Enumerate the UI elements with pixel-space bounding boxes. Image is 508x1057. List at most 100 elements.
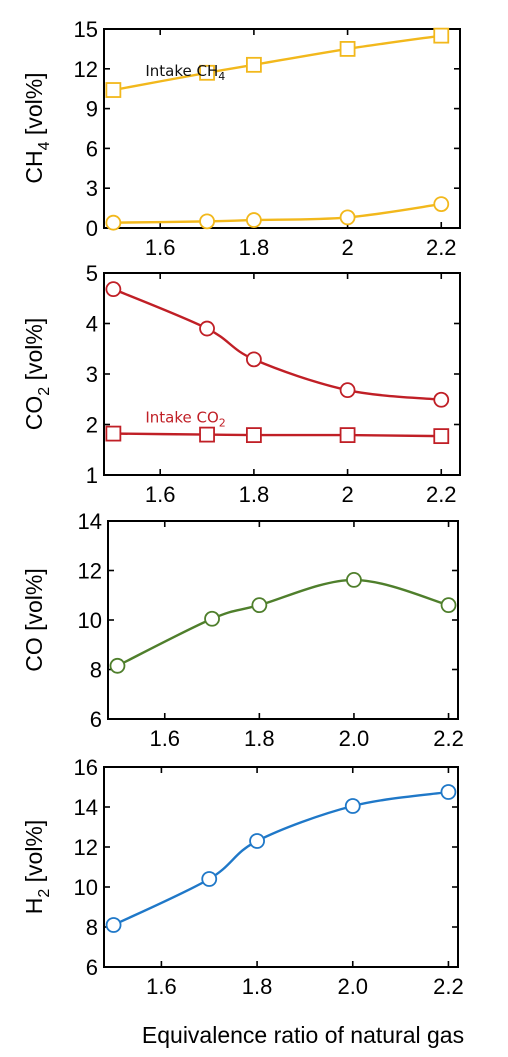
h2-y-axis-label-main: H — [21, 898, 47, 915]
co-y-tick-label: 10 — [78, 608, 102, 633]
co-series-1-point — [109, 657, 126, 674]
ch4-series-2-point — [105, 214, 122, 231]
ch4-series-1-point — [339, 41, 356, 57]
co-series-1-point — [204, 610, 220, 627]
ch4-series-2-point — [339, 209, 356, 226]
co-series-1-point — [251, 597, 268, 614]
h2-x-tick-label: 1.6 — [146, 974, 177, 999]
ch4-y-tick-label: 15 — [74, 17, 98, 42]
h2-y-tick-label: 16 — [74, 755, 98, 780]
h2-y-tick-label: 10 — [74, 875, 98, 900]
h2-series-1-point — [201, 871, 218, 887]
h2-series-1-line — [113, 790, 449, 927]
co2-y-tick-label: 3 — [86, 362, 98, 387]
co-y-tick-label: 6 — [90, 707, 102, 732]
h2-series-1-point — [344, 798, 361, 814]
co2-series-2-point — [339, 427, 356, 444]
co2-series-1-point — [199, 320, 215, 337]
co2-series-1-point — [433, 391, 450, 408]
co2-y-tick-label: 1 — [86, 463, 98, 488]
co2-plot-frame — [103, 272, 461, 476]
co2-y-axis-label: CO2 [vol%] — [21, 318, 53, 430]
co2-x-tick-label: 1.6 — [145, 482, 176, 507]
co2-annotation-main: Intake CO — [145, 409, 218, 427]
co2-series-1-point — [245, 351, 262, 368]
ch4-annotation-sub: 4 — [218, 70, 225, 83]
co2-x-tick-label: 1.8 — [239, 482, 270, 507]
co2-y-axis-label-main: CO — [21, 396, 47, 431]
co-y-axis-label-main: CO — [21, 637, 47, 672]
co2-x-tick-label: 2 — [341, 482, 353, 507]
h2-x-tick-label: 1.8 — [242, 974, 273, 999]
panel-co: 6 8 10 12 14 1.6 1.8 2.0 2.2 CO [vol%] — [21, 509, 464, 751]
h2-y-tick-label: 6 — [86, 955, 98, 980]
co-series-1-point — [346, 572, 362, 588]
h2-y-axis-label-unit: [vol%] — [21, 820, 47, 889]
ch4-series-1-point — [433, 27, 450, 44]
co2-annotation: Intake CO2 — [145, 409, 225, 430]
co-series-1-line — [116, 578, 449, 667]
co2-y-tick-label: 4 — [86, 312, 98, 337]
co2-y-tick-label: 5 — [86, 261, 98, 286]
ch4-x-tick-label: 1.6 — [145, 235, 176, 260]
ch4-y-tick-label: 0 — [86, 216, 98, 241]
co2-series-1-point — [105, 281, 122, 298]
ch4-series-2-point — [245, 212, 262, 228]
co-y-axis-label-unit: [vol%] — [21, 568, 47, 637]
co2-series-1-line — [112, 288, 442, 401]
co-y-tick-label: 12 — [78, 559, 102, 584]
h2-y-tick-label: 12 — [74, 835, 98, 860]
h2-y-axis-label: H2 [vol%] — [21, 820, 53, 915]
co2-x-tick-label: 2.2 — [426, 482, 457, 507]
h2-x-tick-label: 2.2 — [433, 974, 464, 999]
co2-series-2-point — [199, 426, 215, 443]
co2-series-2-point — [105, 425, 122, 442]
co2-annotation-sub: 2 — [219, 417, 226, 430]
co-y-axis-label: CO [vol%] — [21, 568, 47, 672]
co2-series-2-point — [433, 428, 450, 445]
co-x-tick-label: 2.2 — [433, 726, 464, 751]
panel-h2: 6 8 10 12 14 16 1.6 1.8 2.0 2.2 H2 [vol%] — [21, 755, 464, 999]
co-x-tick-label: 1.6 — [149, 726, 180, 751]
co-plot-frame — [107, 520, 459, 720]
co-x-tick-label: 2.0 — [339, 726, 370, 751]
ch4-y-axis-label-unit: [vol%] — [21, 72, 47, 141]
ch4-series-2-point — [199, 213, 215, 230]
ch4-y-tick-label: 9 — [86, 97, 98, 122]
co2-y-axis-label-sub: 2 — [36, 387, 53, 396]
x-axis-label: Equivalence ratio of natural gas — [142, 1022, 464, 1048]
h2-series-1-point — [249, 833, 265, 849]
h2-y-tick-label: 14 — [74, 795, 98, 820]
h2-series-1-point — [440, 784, 457, 800]
co-series-1-point — [440, 597, 457, 614]
h2-y-tick-label: 8 — [86, 915, 98, 940]
co-x-tick-label: 1.8 — [244, 726, 275, 751]
h2-plot-frame — [103, 766, 459, 968]
ch4-x-tick-label: 2 — [341, 235, 353, 260]
h2-x-tick-label: 2.0 — [337, 974, 368, 999]
ch4-y-tick-label: 6 — [86, 136, 98, 161]
co2-series-2-line — [113, 432, 442, 438]
ch4-y-axis-label-sub: 4 — [36, 141, 53, 150]
co-y-tick-label: 8 — [90, 658, 102, 683]
h2-y-axis-label-sub: 2 — [36, 889, 53, 898]
co-y-tick-label: 14 — [78, 509, 102, 534]
h2-series-1-point — [105, 917, 122, 933]
ch4-y-tick-label: 12 — [74, 57, 98, 82]
ch4-series-2-point — [433, 196, 450, 213]
co2-series-2-point — [245, 427, 262, 444]
ch4-y-axis-label: CH4 [vol%] — [21, 72, 53, 183]
ch4-series-2-line — [113, 202, 442, 224]
ch4-series-1-point — [105, 82, 122, 98]
ch4-annotation: Intake CH4 — [145, 62, 225, 83]
ch4-series-1-point — [245, 56, 262, 73]
co2-y-tick-label: 2 — [86, 413, 98, 438]
ch4-x-tick-label: 1.8 — [239, 235, 270, 260]
ch4-annotation-main: Intake CH — [145, 62, 218, 80]
ch4-plot-frame — [103, 28, 461, 229]
co2-series-1-point — [339, 382, 356, 399]
ch4-series-1-point — [199, 64, 215, 81]
